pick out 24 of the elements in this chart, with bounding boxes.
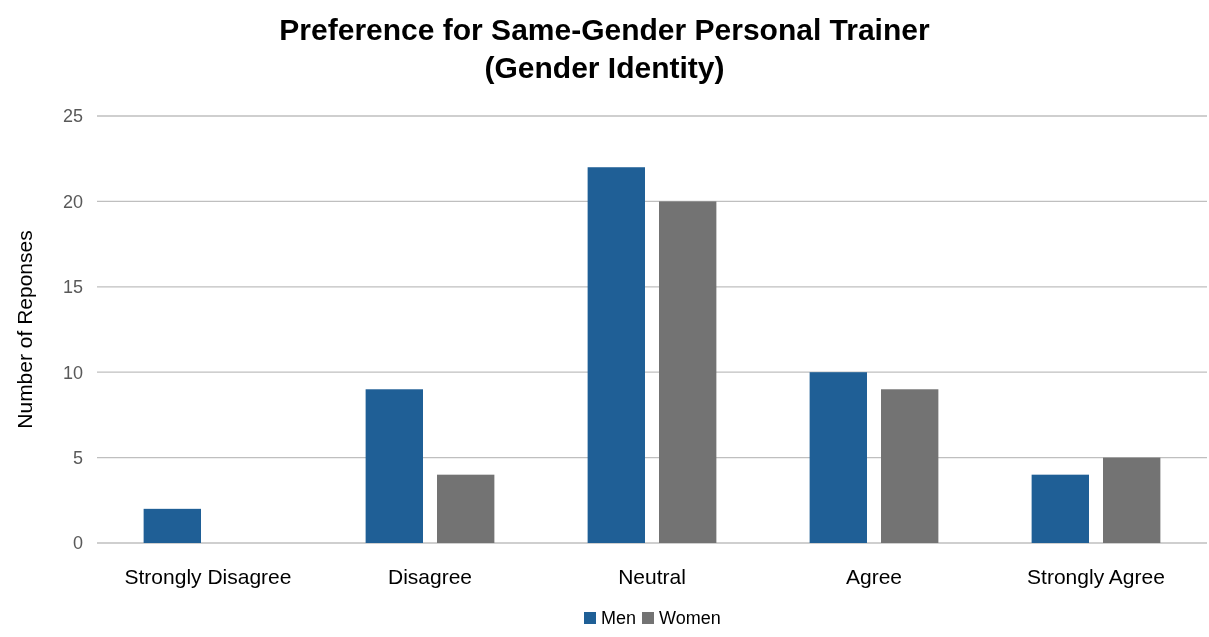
- bar: [1103, 457, 1161, 543]
- y-tick-label: 25: [62, 106, 83, 127]
- bar: [659, 201, 717, 543]
- bar: [1031, 474, 1089, 543]
- y-tick-label: 5: [72, 447, 83, 468]
- x-tick-label: Agree: [845, 565, 903, 588]
- legend-label: Men: [601, 608, 637, 628]
- y-tick-label: 20: [62, 191, 83, 212]
- x-tick-label: Disagree: [387, 565, 473, 588]
- bar: [809, 372, 867, 543]
- bar: [437, 474, 495, 543]
- chart-title: Preference for Same-Gender Personal Trainer (Gender Identity): [279, 13, 930, 84]
- y-axis-title: Number of Reponses: [13, 230, 36, 429]
- legend-label: Women: [659, 608, 721, 628]
- bar: [587, 167, 645, 543]
- y-tick-label: 15: [62, 277, 83, 298]
- bar: [365, 389, 423, 543]
- bar: [881, 389, 939, 543]
- x-tick-label: Strongly Disagree: [124, 565, 292, 588]
- bar: [143, 508, 201, 543]
- x-tick-label: Neutral: [618, 565, 686, 588]
- y-tick-label: 0: [72, 533, 83, 554]
- x-tick-label: Strongly Agree: [1027, 565, 1165, 588]
- y-tick-label: 10: [62, 362, 83, 383]
